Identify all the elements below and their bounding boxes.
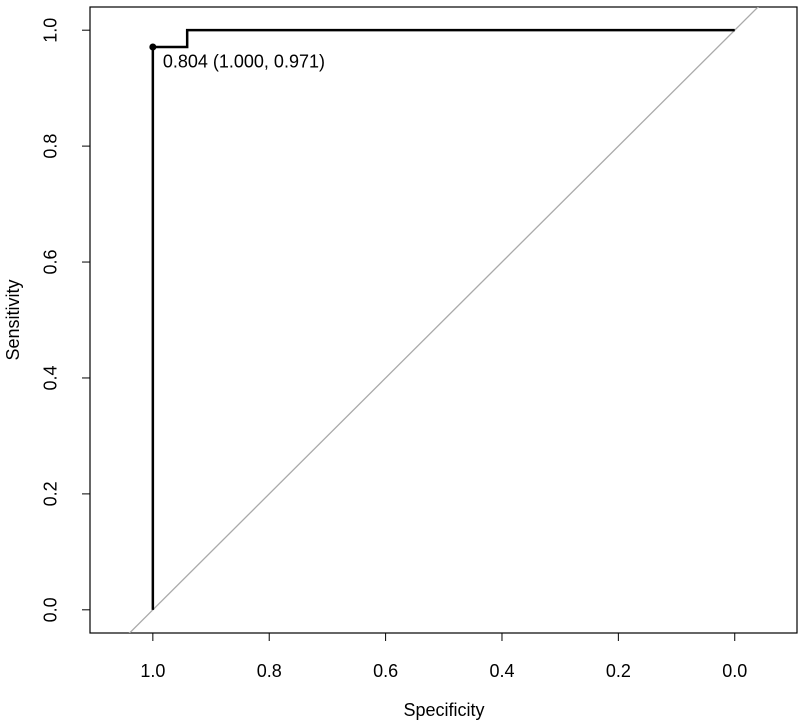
y-tick-label: 0.4 (41, 365, 61, 390)
y-axis-label: Sensitivity (3, 279, 23, 360)
y-tick-label: 0.8 (41, 134, 61, 159)
y-tick-label: 0.2 (41, 481, 61, 506)
x-tick-label: 0.0 (722, 661, 747, 681)
reference-diagonal (128, 7, 759, 633)
plot-frame (89, 6, 798, 634)
threshold-point (149, 43, 157, 51)
y-tick-label: 0.0 (41, 597, 61, 622)
x-tick-label: 0.2 (606, 661, 631, 681)
plot-area (128, 7, 759, 633)
y-tick-label: 1.0 (41, 18, 61, 43)
y-tick-label: 0.6 (41, 250, 61, 275)
x-tick-label: 0.4 (489, 661, 514, 681)
roc-curve (151, 28, 735, 610)
x-tick-label: 1.0 (140, 661, 165, 681)
x-tick-label: 0.6 (373, 661, 398, 681)
x-axis-label: Specificity (403, 700, 484, 720)
x-tick-label: 0.8 (257, 661, 282, 681)
threshold-label: 0.804 (1.000, 0.971) (163, 52, 325, 72)
